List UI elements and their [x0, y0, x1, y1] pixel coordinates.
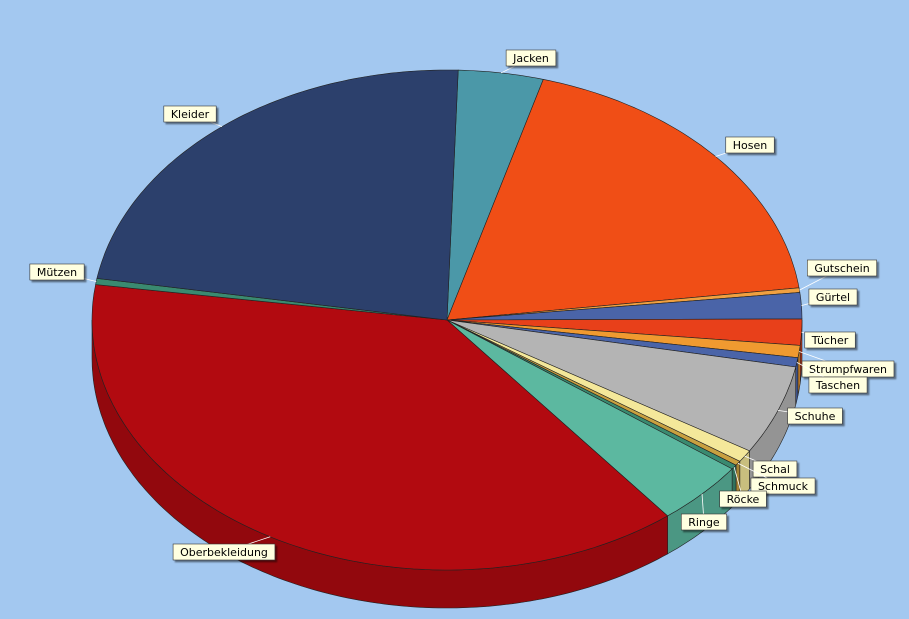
label-text: Schal [760, 463, 790, 476]
slice-label: Jacken [505, 49, 557, 67]
pie-slice [96, 69, 459, 321]
slice-label: Schuhe [787, 407, 843, 425]
label-box [680, 513, 728, 531]
label-box [787, 407, 843, 425]
slice-label: Mützen [29, 263, 85, 281]
label-box [808, 288, 858, 306]
label-box [808, 376, 868, 394]
label-box [750, 477, 816, 495]
label-text: Kleider [171, 108, 210, 121]
label-text: Ringe [688, 516, 720, 529]
label-box [752, 460, 798, 478]
slice-label: Hosen [725, 136, 775, 154]
pie-slice [91, 284, 669, 571]
pie-slice [446, 79, 800, 321]
slice-label: Gutschein [807, 259, 877, 277]
label-text: Taschen [815, 379, 860, 392]
pie-slice [446, 319, 733, 517]
label-text: Gürtel [816, 291, 850, 304]
label-text: Schmuck [758, 480, 809, 493]
pie-slice [446, 69, 544, 321]
label-box [807, 259, 877, 277]
slice-label: Schal [752, 460, 798, 478]
label-text: Oberbekleidung [180, 546, 268, 559]
label-box [29, 263, 85, 281]
slice-label: Tücher [804, 331, 856, 349]
slice-label: Strumpfwaren [801, 360, 895, 378]
label-box [725, 136, 775, 154]
label-text: Mützen [37, 266, 77, 279]
label-text: Gutschein [814, 262, 869, 275]
label-text: Röcke [727, 493, 760, 506]
label-box [719, 490, 767, 508]
slice-label: Kleider [163, 105, 217, 123]
pie-slice [446, 292, 803, 321]
label-box [172, 543, 276, 561]
slice-label: Gürtel [808, 288, 858, 306]
slice-label: Röcke [719, 490, 767, 508]
label-text: Hosen [733, 139, 768, 152]
label-box [804, 331, 856, 349]
slice-label: Taschen [808, 376, 868, 394]
label-text: Strumpfwaren [809, 363, 887, 376]
slice-label: Oberbekleidung [172, 543, 276, 561]
label-text: Schuhe [795, 410, 836, 423]
label-text: Tücher [811, 334, 849, 347]
label-box [505, 49, 557, 67]
label-text: Jacken [512, 52, 549, 65]
slice-label: Schmuck [750, 477, 816, 495]
slice-label: Ringe [680, 513, 728, 531]
label-box [163, 105, 217, 123]
pie-slice [446, 318, 803, 346]
